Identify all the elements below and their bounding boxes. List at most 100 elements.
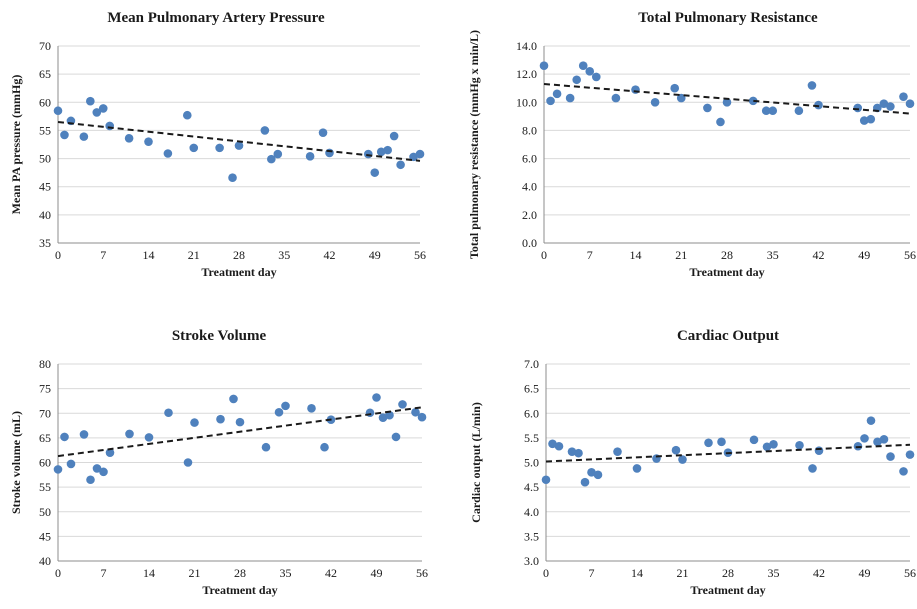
data-point — [53, 106, 63, 116]
data-point — [879, 99, 889, 108]
data-point — [574, 448, 583, 458]
data-point — [886, 102, 895, 111]
data-point — [539, 61, 549, 70]
data-point — [899, 92, 908, 101]
data-point — [415, 149, 425, 159]
y-axis-label: Mean PA pressure (mmHg) — [9, 75, 23, 215]
x-tick-label: 14 — [630, 248, 642, 262]
data-point — [905, 99, 915, 108]
x-axis-label: Treatment day — [201, 265, 276, 279]
data-point — [631, 85, 640, 94]
data-point — [182, 110, 192, 120]
data-point — [572, 75, 581, 85]
data-point — [79, 132, 89, 141]
chart-panel-1: 35 40 45 50 55 60 65 70 0 7 14 21 28 35 42 49 56 Mean Pul… — [9, 10, 426, 279]
x-tick-label: 56 — [904, 248, 916, 262]
data-point — [105, 448, 115, 457]
data-point — [546, 96, 555, 106]
data-point — [66, 459, 76, 469]
x-tick-label: 35 — [280, 566, 292, 580]
chart-panel-2: 0.0 2.0 4.0 6.0 8.0 10.0 12.0 14.0 0 7 14 21 28 35 42 4… — [467, 10, 916, 279]
data-point — [807, 81, 817, 90]
data-point — [363, 149, 373, 159]
data-point — [670, 83, 680, 93]
data-point — [273, 149, 283, 159]
x-tick-label: 7 — [589, 566, 595, 580]
data-point — [396, 160, 405, 170]
data-point — [567, 447, 577, 456]
y-tick-label: 3.5 — [524, 529, 539, 543]
data-point — [748, 96, 758, 106]
y-tick-label: 70 — [39, 406, 51, 420]
data-point — [722, 97, 732, 107]
x-tick-label: 21 — [188, 248, 200, 262]
y-tick-label: 45 — [39, 529, 51, 543]
data-point — [378, 413, 388, 422]
data-point — [144, 433, 154, 442]
data-point — [261, 442, 271, 452]
data-point — [860, 434, 869, 443]
x-tick-label: 49 — [369, 248, 381, 262]
trendline — [545, 443, 911, 463]
y-tick-label: 7.0 — [524, 357, 539, 371]
data-point — [229, 394, 238, 404]
data-point — [183, 458, 193, 467]
data-point — [320, 442, 329, 452]
x-tick-label: 28 — [721, 248, 733, 262]
data-point — [814, 446, 824, 455]
y-tick-label: 5.0 — [524, 456, 539, 470]
x-tick-label: 21 — [677, 566, 689, 580]
x-axis-label: Treatment day — [689, 265, 764, 279]
data-point — [866, 416, 876, 425]
x-tick-label: 49 — [858, 248, 870, 262]
data-point — [866, 114, 876, 124]
data-point — [585, 67, 595, 76]
data-point — [879, 435, 889, 444]
y-tick-label: 50 — [39, 505, 51, 519]
y-tick-label: 3.0 — [524, 554, 539, 568]
data-point — [578, 61, 588, 70]
data-point — [795, 440, 804, 450]
data-point — [228, 173, 237, 183]
y-tick-label: 45 — [39, 180, 51, 194]
y-axis-label: Stroke volume (mL) — [9, 411, 23, 514]
data-point — [305, 152, 315, 161]
data-point — [565, 93, 575, 103]
y-tick-label: 50 — [39, 152, 51, 166]
x-tick-label: 21 — [675, 248, 687, 262]
x-tick-label: 56 — [416, 566, 428, 580]
chart-title: Total Pulmonary Resistance — [638, 10, 818, 26]
data-point — [703, 103, 712, 113]
trendline — [543, 82, 911, 115]
x-tick-label: 49 — [859, 566, 871, 580]
data-point — [808, 464, 817, 473]
chart-title: Mean Pulmonary Artery Pressure — [107, 10, 325, 26]
data-point — [398, 400, 407, 409]
data-point — [164, 408, 173, 418]
data-point — [678, 455, 687, 464]
data-point — [591, 72, 601, 82]
data-point — [717, 437, 726, 447]
data-point — [125, 429, 134, 439]
data-point — [580, 477, 590, 487]
x-axis-label: Treatment day — [202, 583, 277, 597]
data-point — [79, 430, 89, 439]
data-point — [325, 148, 334, 158]
x-tick-label: 42 — [324, 248, 336, 262]
data-point — [53, 465, 63, 474]
y-tick-label: 35 — [39, 236, 51, 250]
x-tick-label: 7 — [100, 248, 106, 262]
data-point — [552, 89, 562, 99]
data-point — [370, 168, 380, 177]
y-tick-label: 0.0 — [522, 236, 537, 250]
x-tick-label: 42 — [813, 248, 825, 262]
x-tick-label: 14 — [143, 248, 155, 262]
y-tick-label: 55 — [39, 123, 51, 137]
data-point — [274, 407, 284, 417]
data-point — [92, 108, 102, 117]
data-point — [859, 116, 869, 125]
data-point — [98, 104, 108, 113]
data-point — [671, 445, 681, 455]
x-tick-label: 0 — [541, 248, 547, 262]
